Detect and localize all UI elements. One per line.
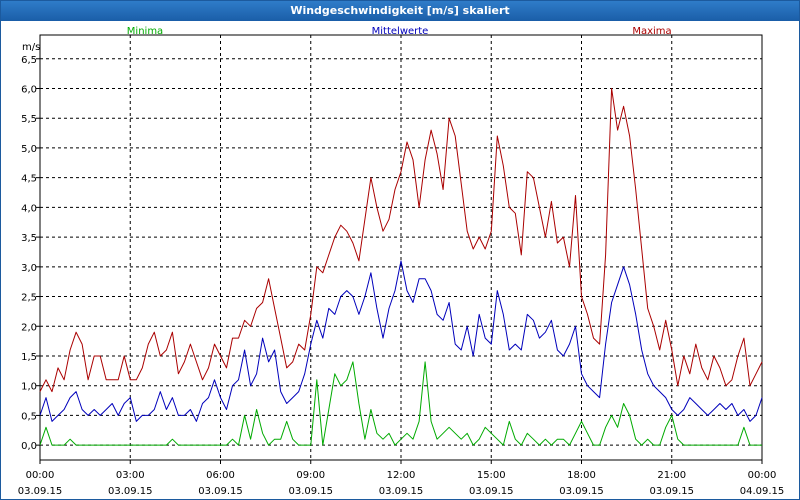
x-tick-date: 03.09.15 [18, 486, 63, 497]
x-tick-date: 03.09.15 [469, 486, 514, 497]
y-tick-label: 1,0 [21, 382, 37, 393]
legend: Minima Mittelwerte Maxima [127, 26, 672, 37]
x-tick-time: 06:00 [206, 470, 235, 481]
x-tick-date: 03.09.15 [379, 486, 424, 497]
x-tick-time: 09:00 [296, 470, 325, 481]
legend-entry-minima: Minima [127, 26, 163, 37]
x-tick-time: 15:00 [477, 470, 506, 481]
x-tick-date: 03.09.15 [108, 486, 153, 497]
series-lines [39, 88, 763, 446]
y-tick-label: 1,5 [21, 352, 37, 363]
y-tick-label: 3,5 [21, 233, 37, 244]
y-tick-label: 5,0 [21, 144, 37, 155]
y-tick-label: 3,0 [21, 263, 37, 274]
y-tick-label: 4,5 [21, 174, 37, 185]
x-tick-date: 04.09.15 [740, 486, 785, 497]
legend-entry-mittelwerte: Mittelwerte [372, 26, 429, 37]
x-tick-time: 00:00 [748, 470, 777, 481]
y-tick-label: 5,5 [21, 114, 37, 125]
x-tick-time: 18:00 [567, 470, 596, 481]
x-tick-date: 03.09.15 [649, 486, 694, 497]
x-tick-date: 03.09.15 [198, 486, 243, 497]
y-axis-ticks: 0,0 0,5 1,0 1,5 2,0 2,5 3,0 3,5 4,0 4,5 5,0 5,5 6,0 6… [21, 55, 40, 452]
y-tick-label: 0,5 [21, 411, 37, 422]
legend-entry-maxima: Maxima [632, 26, 671, 37]
x-tick-date: 03.09.15 [288, 486, 333, 497]
y-tick-label: 4,0 [21, 203, 37, 214]
y-tick-label: 2,5 [21, 293, 37, 304]
x-tick-date: 03.09.15 [559, 486, 604, 497]
y-tick-label: 2,0 [21, 322, 37, 333]
grid [40, 35, 762, 460]
x-tick-time: 12:00 [387, 470, 416, 481]
x-tick-time: 21:00 [657, 470, 686, 481]
y-axis-label: m/s [22, 42, 40, 53]
window-title: Windgeschwindigkeit [m/s] skaliert [1, 1, 799, 21]
series-line-minima [39, 361, 762, 446]
y-tick-label: 0,0 [21, 441, 37, 452]
x-tick-time: 03:00 [116, 470, 145, 481]
y-tick-label: 6,5 [21, 55, 37, 66]
series-line-mittelwerte [39, 260, 763, 422]
y-tick-label: 6,0 [21, 84, 37, 95]
x-tick-time: 00:00 [26, 470, 55, 481]
series-line-maxima [39, 88, 763, 393]
x-axis-ticks: 00:00 03.09.15 03:00 03.09.15 06:00 03.09.15 0… [18, 460, 785, 497]
